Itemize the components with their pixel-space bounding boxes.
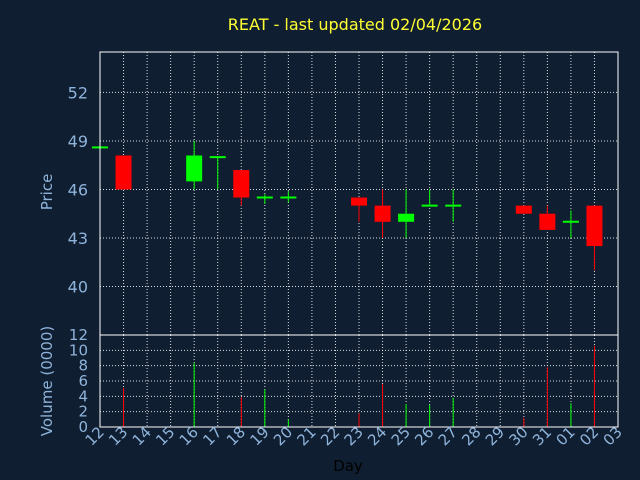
price-tick-label: 49 — [68, 132, 88, 151]
candle-body — [515, 205, 532, 214]
volume-tick-label: 12 — [69, 326, 88, 344]
candle-body — [586, 205, 603, 247]
candle-body — [186, 155, 203, 182]
x-axis: 1213141516171819202122232425262728293031… — [82, 423, 626, 449]
volume-tick-label: 6 — [78, 372, 88, 390]
price-axis-label: Price — [38, 174, 56, 211]
price-tick-label: 52 — [68, 83, 88, 102]
price-tick-label: 46 — [68, 180, 88, 199]
candle-body — [398, 213, 415, 222]
candle-body — [539, 213, 556, 230]
volume-tick-label: 4 — [78, 387, 88, 405]
volume-plot-frame — [99, 334, 619, 428]
candle-body — [233, 170, 250, 198]
volume-tick-label: 10 — [69, 341, 88, 359]
candle-body — [115, 155, 132, 190]
volume-tick-label: 0 — [78, 418, 88, 436]
volume-axis-label: Volume (0000) — [38, 326, 56, 436]
chart-title: REAT - last updated 02/04/2026 — [228, 15, 482, 34]
volume-tick-label: 8 — [78, 357, 88, 375]
candle-body — [374, 205, 391, 222]
candle-body — [351, 197, 367, 206]
price-panel: 40 43 46 49 52 — [68, 51, 619, 336]
volume-tick-label: 2 — [78, 403, 88, 421]
price-tick-label: 43 — [68, 229, 88, 248]
x-axis-label: Day — [333, 457, 363, 475]
price-tick-label: 40 — [68, 277, 88, 296]
